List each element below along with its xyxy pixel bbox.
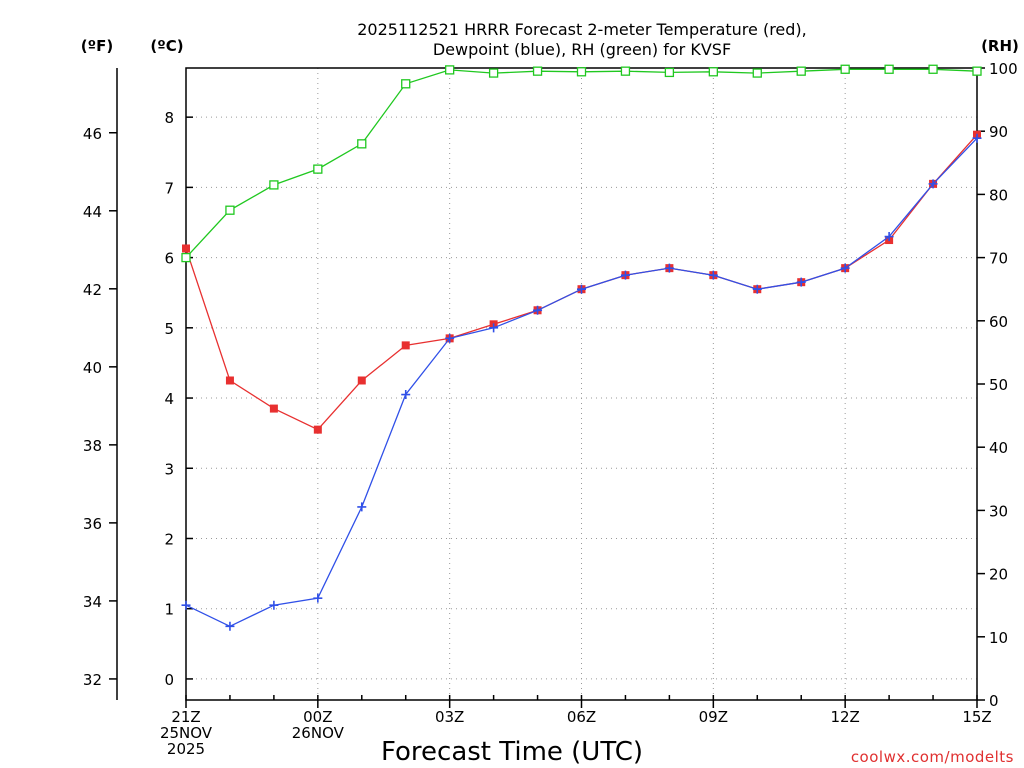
celsius-tick-label: 2 (164, 530, 174, 548)
data-series (181, 64, 982, 631)
x-tick-label: 09Z (699, 708, 728, 726)
fahrenheit-unit-label: (ºF) (81, 37, 113, 55)
rh-point (884, 64, 894, 74)
fahrenheit-tick-label: 46 (83, 125, 102, 143)
rh-point (313, 164, 323, 174)
temperature-point (401, 341, 410, 350)
rh-point (181, 252, 191, 263)
rh-point (840, 64, 850, 74)
rh-tick-label: 20 (989, 566, 1008, 584)
grid-lines (186, 68, 977, 700)
rh-tick-label: 80 (989, 186, 1008, 204)
temperature-point (357, 376, 366, 385)
x-tick-label: 2025 (167, 740, 205, 758)
dewpoint-point (181, 600, 191, 610)
x-tick-label: 03Z (435, 708, 464, 726)
fahrenheit-tick-label: 36 (83, 515, 102, 533)
dewpoint-point (752, 284, 762, 294)
dewpoint-point (225, 621, 235, 631)
rh-tick-label: 10 (989, 629, 1008, 647)
rh-point (972, 66, 982, 76)
rh-point (532, 66, 543, 76)
rh-tick-label: 70 (989, 250, 1008, 268)
celsius-tick-label: 3 (164, 460, 174, 478)
rh-tick-label: 50 (989, 376, 1008, 394)
temperature-point (313, 425, 322, 434)
x-tick-label: 12Z (830, 708, 859, 726)
chart-title-line-1: 2025112521 HRRR Forecast 2-meter Tempera… (357, 20, 807, 39)
dewpoint-point (577, 284, 586, 294)
celsius-tick-label: 1 (164, 601, 174, 619)
temperature-point (225, 376, 234, 385)
dewpoint-point (313, 593, 323, 603)
dewpoint-point (533, 305, 543, 315)
dewpoint-point (884, 232, 894, 242)
fahrenheit-tick-label: 32 (83, 671, 102, 689)
celsius-unit-label: (ºC) (150, 37, 183, 55)
rh-tick-label: 90 (989, 123, 1008, 141)
rh-point (225, 205, 235, 215)
rh-tick-label: 40 (989, 439, 1008, 457)
x-axis-title: Forecast Time (UTC) (381, 737, 643, 767)
rh-point (357, 139, 367, 149)
axes: 0123456783234363840424446010203040506070… (83, 60, 1018, 710)
celsius-tick-label: 5 (164, 320, 174, 338)
dewpoint-point (796, 277, 806, 287)
dewpoint-point (401, 390, 411, 400)
celsius-tick-label: 4 (164, 390, 174, 408)
rh-point (752, 68, 762, 78)
rh-point (796, 66, 806, 76)
dewpoint-point (972, 133, 982, 143)
celsius-tick-label: 8 (164, 109, 174, 127)
celsius-tick-label: 6 (164, 250, 174, 268)
rh-point (664, 67, 675, 78)
dewpoint-point (928, 179, 938, 189)
fahrenheit-tick-label: 40 (83, 359, 102, 377)
dewpoint-point (664, 263, 674, 273)
temperature-point (182, 244, 190, 253)
x-tick-label: 06Z (567, 708, 596, 726)
chart-title-line-2: Dewpoint (blue), RH (green) for KVSF (433, 40, 731, 59)
dewpoint-point (708, 270, 718, 280)
watermark: coolwx.com/modelts (851, 748, 1014, 766)
rh-tick-label: 60 (989, 313, 1008, 331)
rh-point (620, 66, 631, 76)
celsius-tick-label: 7 (164, 179, 174, 197)
rh-point (488, 68, 499, 78)
rh-point (576, 67, 587, 77)
dewpoint-point (445, 333, 455, 343)
x-tick-label: 15Z (962, 708, 991, 726)
dewpoint-point (620, 270, 630, 280)
fahrenheit-tick-label: 38 (83, 437, 102, 455)
rh-tick-label: 100 (989, 60, 1018, 78)
x-tick-label: 21Z (171, 708, 200, 726)
rh-tick-label: 0 (989, 692, 999, 710)
fahrenheit-tick-label: 44 (83, 203, 102, 221)
rh-point (928, 64, 938, 74)
dewpoint-point (269, 600, 279, 610)
celsius-tick-label: 0 (164, 671, 174, 689)
fahrenheit-tick-label: 34 (83, 593, 102, 611)
rh-point (708, 67, 718, 77)
fahrenheit-tick-label: 42 (83, 281, 102, 299)
rh-point (269, 180, 279, 190)
dewpoint-point (840, 263, 850, 273)
rh-point (445, 65, 455, 75)
x-tick-label: 00Z (303, 708, 332, 726)
rh-tick-label: 30 (989, 502, 1008, 520)
rh-point (401, 79, 411, 89)
dewpoint-point (357, 502, 367, 512)
x-tick-label: 25NOV (160, 724, 213, 742)
temperature-point (269, 404, 278, 413)
dewpoint-point (489, 323, 499, 333)
x-tick-label: 26NOV (292, 724, 345, 742)
rh-unit-label: (RH) (981, 37, 1019, 55)
